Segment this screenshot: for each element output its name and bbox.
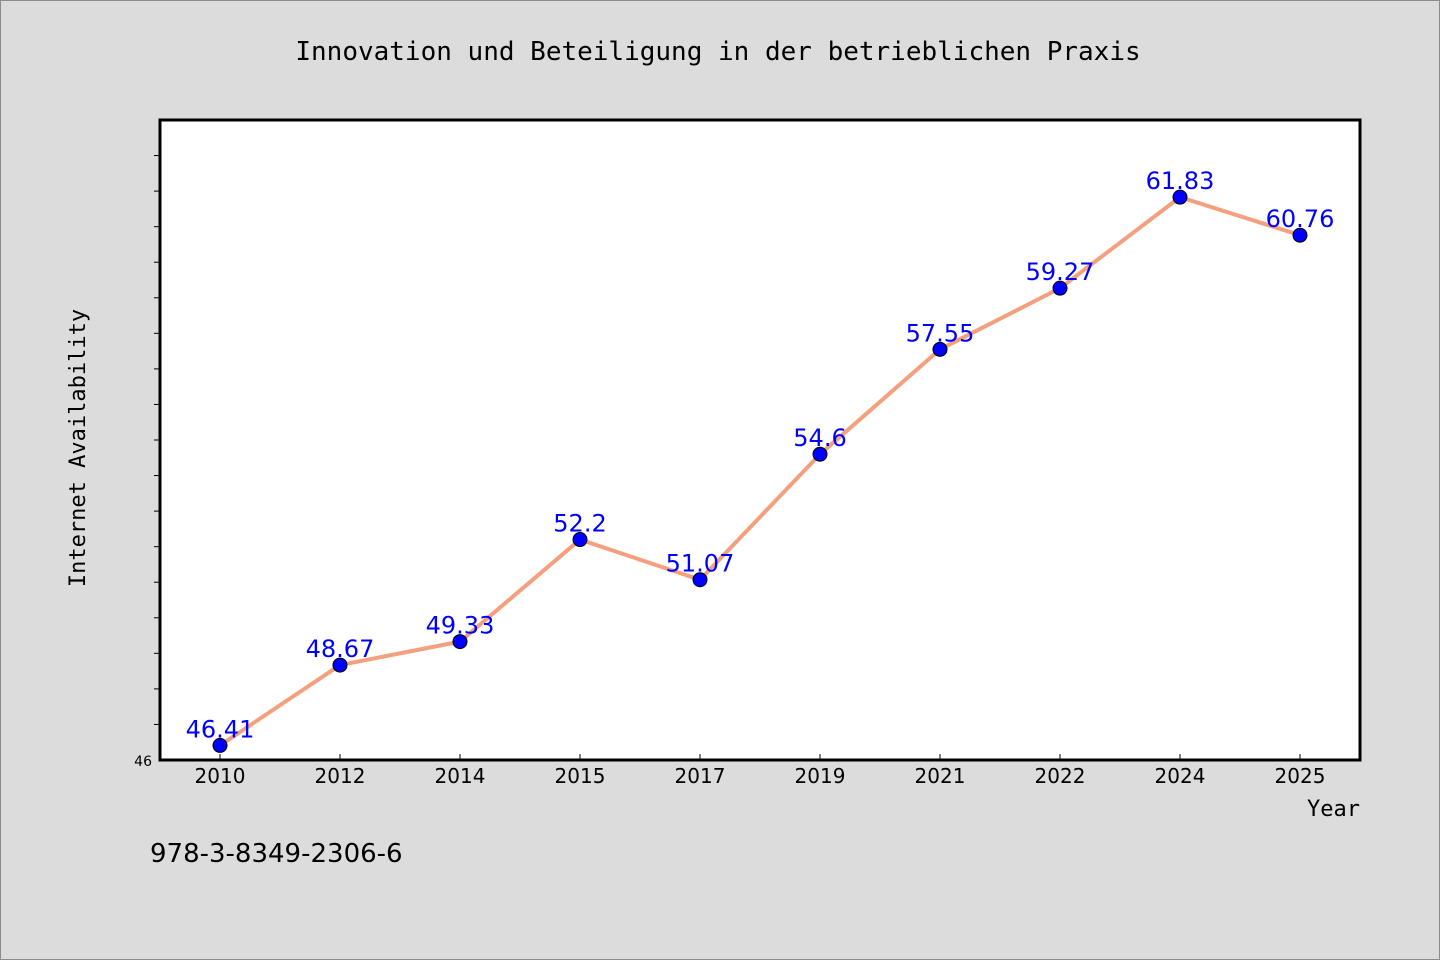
data-point bbox=[452, 634, 468, 650]
y-axis-label: Internet Availability bbox=[66, 309, 91, 587]
data-label: 48.67 bbox=[306, 635, 375, 663]
data-label: 61.83 bbox=[1146, 167, 1215, 195]
x-tick-label: 2015 bbox=[555, 764, 606, 788]
plot-border bbox=[158, 118, 1362, 762]
data-point bbox=[812, 446, 828, 462]
x-tick-label: 2021 bbox=[915, 764, 966, 788]
data-label: 57.55 bbox=[906, 319, 975, 347]
x-tick-label: 2025 bbox=[1275, 764, 1326, 788]
data-point bbox=[1052, 280, 1068, 296]
x-tick-label: 2019 bbox=[795, 764, 846, 788]
data-markers bbox=[212, 189, 1308, 753]
data-point bbox=[932, 341, 948, 357]
data-point bbox=[1172, 189, 1188, 205]
y-tick-label-min: 46 bbox=[134, 754, 152, 770]
data-label: 60.76 bbox=[1266, 205, 1335, 233]
data-point bbox=[212, 737, 228, 753]
data-point bbox=[1292, 227, 1308, 243]
data-point bbox=[332, 657, 348, 673]
x-tick-labels: 2010 2012 2014 2015 2017 2019 2021 2022 2024 2025 bbox=[195, 764, 1326, 788]
x-tick-label: 2012 bbox=[315, 764, 366, 788]
data-label: 59.27 bbox=[1026, 258, 1095, 286]
x-tick-label: 2024 bbox=[1155, 764, 1206, 788]
x-tick-label: 2022 bbox=[1035, 764, 1086, 788]
data-point bbox=[572, 532, 588, 548]
isbn-note: 978-3-8349-2306-6 bbox=[150, 839, 403, 869]
data-point bbox=[692, 572, 708, 588]
x-tick-label: 2014 bbox=[435, 764, 486, 788]
data-label: 54.6 bbox=[793, 424, 846, 452]
x-axis-label: Year bbox=[1307, 797, 1360, 822]
data-label: 51.07 bbox=[666, 550, 735, 578]
data-label: 49.33 bbox=[426, 612, 495, 640]
series-line bbox=[218, 195, 1301, 748]
chart-title: Innovation und Beteiligung in der betrie… bbox=[295, 37, 1140, 67]
data-label: 46.41 bbox=[186, 715, 255, 743]
x-tick-label: 2017 bbox=[675, 764, 726, 788]
plot-area bbox=[160, 120, 1360, 760]
data-label: 52.2 bbox=[553, 510, 606, 538]
data-labels: 46.41 48.67 49.33 52.2 51.07 54.6 57.55 59.27 61… bbox=[186, 167, 1335, 743]
x-tick-label: 2010 bbox=[195, 764, 246, 788]
